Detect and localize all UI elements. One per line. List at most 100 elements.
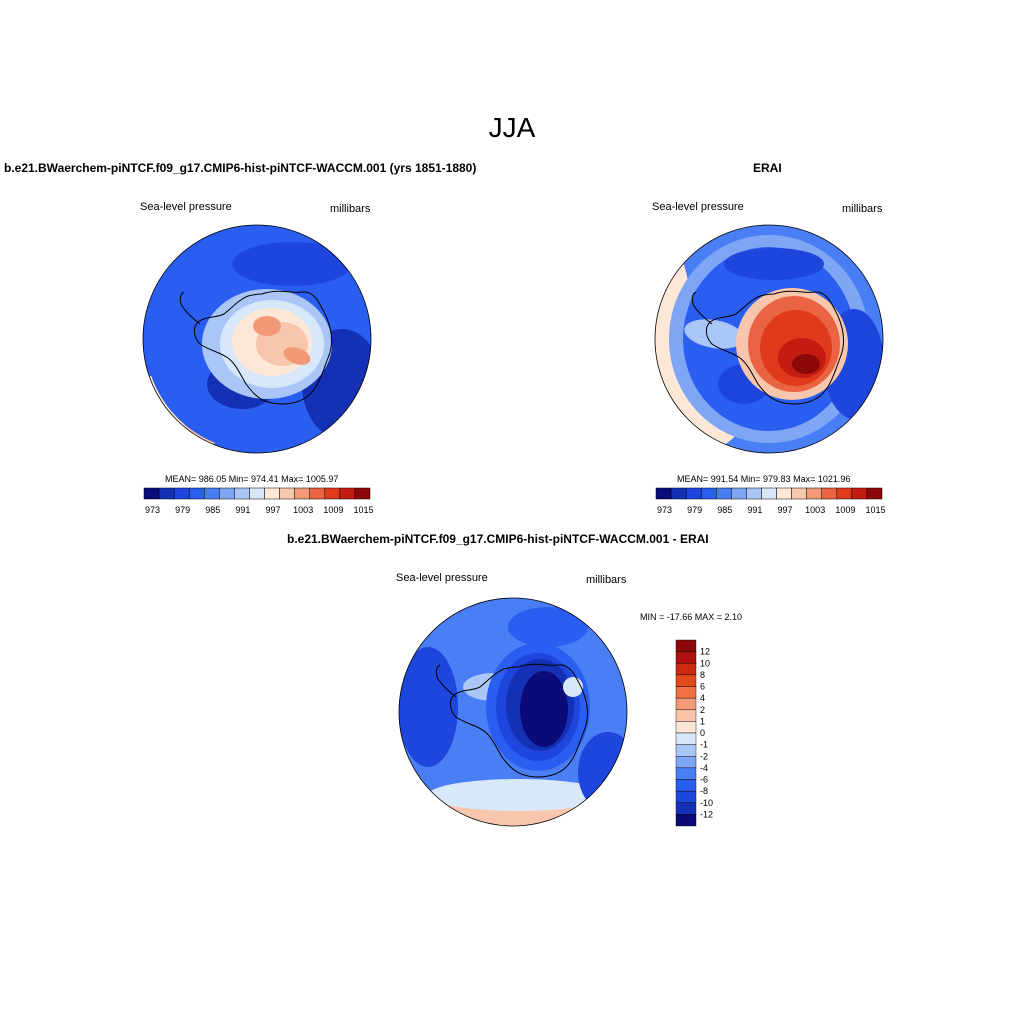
- colorbar-tick-label: 6: [700, 682, 705, 692]
- colorbar-tick-label: 991: [235, 505, 250, 515]
- colorbar-box: [173, 487, 190, 500]
- colorbar-box: [806, 487, 822, 500]
- peninsula-coastline: [691, 291, 713, 325]
- colorbar-tick-label: 997: [266, 505, 281, 515]
- diff-stats: MIN = -17.66 MAX = 2.10: [640, 612, 743, 622]
- colorbar-box: [294, 487, 310, 500]
- diff-polar-map: [398, 597, 628, 827]
- colorbar-box: [700, 487, 717, 500]
- pressure-contour: [724, 248, 824, 280]
- colorbar-box: [675, 709, 697, 722]
- obs-panel-title: ERAI: [753, 161, 782, 175]
- model-panel-title: b.e21.BWaerchem-piNTCF.f09_g17.CMIP6-his…: [4, 161, 477, 175]
- figure-title: JJA: [488, 112, 536, 143]
- colorbar-box: [675, 732, 697, 745]
- obs-units-label: millibars: [842, 203, 883, 215]
- colorbar-tick-label: 1003: [805, 505, 825, 515]
- colorbar-tick-label: -10: [700, 798, 713, 808]
- diff-units-label: millibars: [586, 574, 627, 586]
- colorbar-box: [731, 487, 747, 500]
- colorbar-tick-label: 0: [700, 728, 705, 738]
- colorbar-tick-label: -4: [700, 763, 708, 773]
- colorbar-box: [675, 721, 697, 734]
- colorbar-tick-label: 1015: [353, 505, 373, 515]
- model-polar-map: [142, 224, 372, 454]
- colorbar-tick-label: 991: [747, 505, 762, 515]
- colorbar-box: [675, 767, 697, 780]
- colorbar-tick-label: 997: [778, 505, 793, 515]
- pressure-contour: [520, 671, 568, 747]
- colorbar-box: [675, 814, 697, 827]
- colorbar-box: [204, 487, 220, 500]
- colorbar-box: [866, 487, 883, 500]
- colorbar-box: [821, 487, 838, 500]
- pressure-contour: [428, 779, 608, 811]
- coastline: [449, 663, 589, 778]
- model-variable-label: Sea-level pressure: [140, 201, 232, 213]
- colorbar-box: [324, 487, 341, 500]
- colorbar-box: [836, 487, 853, 500]
- colorbar-box: [309, 487, 326, 500]
- colorbar-box: [675, 651, 697, 664]
- colorbar-tick-label: -1: [700, 740, 708, 750]
- map-boundary: [654, 224, 884, 454]
- colorbar-box: [675, 686, 697, 699]
- coastline: [705, 290, 845, 405]
- colorbar-box: [675, 779, 697, 792]
- pressure-contour: [792, 354, 820, 374]
- obs-polar-map: [654, 224, 884, 454]
- colorbar-box: [188, 487, 205, 500]
- colorbar-tick-label: -12: [700, 809, 713, 819]
- colorbar-box: [675, 802, 697, 815]
- colorbar-box: [675, 674, 697, 687]
- model-colorbar: 973 979 985 991 997 1003 1009 1015: [143, 487, 373, 515]
- colorbar-box: [143, 487, 160, 500]
- colorbar-tick-label: 1009: [323, 505, 343, 515]
- peninsula-coastline: [435, 664, 457, 698]
- pressure-contour: [563, 677, 583, 697]
- colorbar-box: [675, 663, 697, 676]
- obs-colorbar: 973 979 985 991 997 1003 1009 1015: [655, 487, 885, 515]
- colorbar-box: [675, 744, 697, 757]
- colorbar-tick-label: 1: [700, 716, 705, 726]
- colorbar-tick-label: 2: [700, 705, 705, 715]
- colorbar-tick-label: -6: [700, 775, 708, 785]
- pressure-contour: [283, 347, 311, 365]
- obs-variable-label: Sea-level pressure: [652, 201, 744, 213]
- pressure-contour: [399, 647, 458, 767]
- colorbar-box: [354, 487, 371, 500]
- pressure-contour: [232, 242, 352, 286]
- colorbar-tick-label: 979: [175, 505, 190, 515]
- obs-stats: MEAN= 991.54 Min= 979.83 Max= 1021.96: [677, 474, 851, 484]
- colorbar-box: [791, 487, 807, 500]
- colorbar-box: [851, 487, 868, 500]
- colorbar-box: [655, 487, 672, 500]
- model-stats: MEAN= 986.05 Min= 974.41 Max= 1005.97: [165, 474, 339, 484]
- pressure-contour: [578, 732, 627, 812]
- colorbar-box: [234, 487, 250, 500]
- colorbar-box: [776, 487, 792, 500]
- colorbar-box: [279, 487, 295, 500]
- colorbar-box: [158, 487, 175, 500]
- colorbar-box: [746, 487, 762, 500]
- colorbar-tick-label: 1009: [835, 505, 855, 515]
- map-boundary: [398, 597, 628, 827]
- pressure-contour: [253, 316, 281, 336]
- model-units-label: millibars: [330, 203, 371, 215]
- colorbar-box: [675, 756, 697, 769]
- colorbar-box: [249, 487, 265, 500]
- colorbar-box: [675, 790, 697, 803]
- colorbar-tick-label: -8: [700, 786, 708, 796]
- colorbar-tick-label: 973: [145, 505, 160, 515]
- peninsula-coastline: [179, 291, 201, 325]
- colorbar-box: [675, 639, 697, 652]
- colorbar-box: [685, 487, 702, 500]
- colorbar-tick-label: 985: [717, 505, 732, 515]
- colorbar-tick-label: 1015: [865, 505, 885, 515]
- pressure-contour: [508, 607, 588, 647]
- colorbar-tick-label: 10: [700, 658, 710, 668]
- colorbar-tick-label: 985: [205, 505, 220, 515]
- colorbar-box: [670, 487, 687, 500]
- diff-variable-label: Sea-level pressure: [396, 572, 488, 584]
